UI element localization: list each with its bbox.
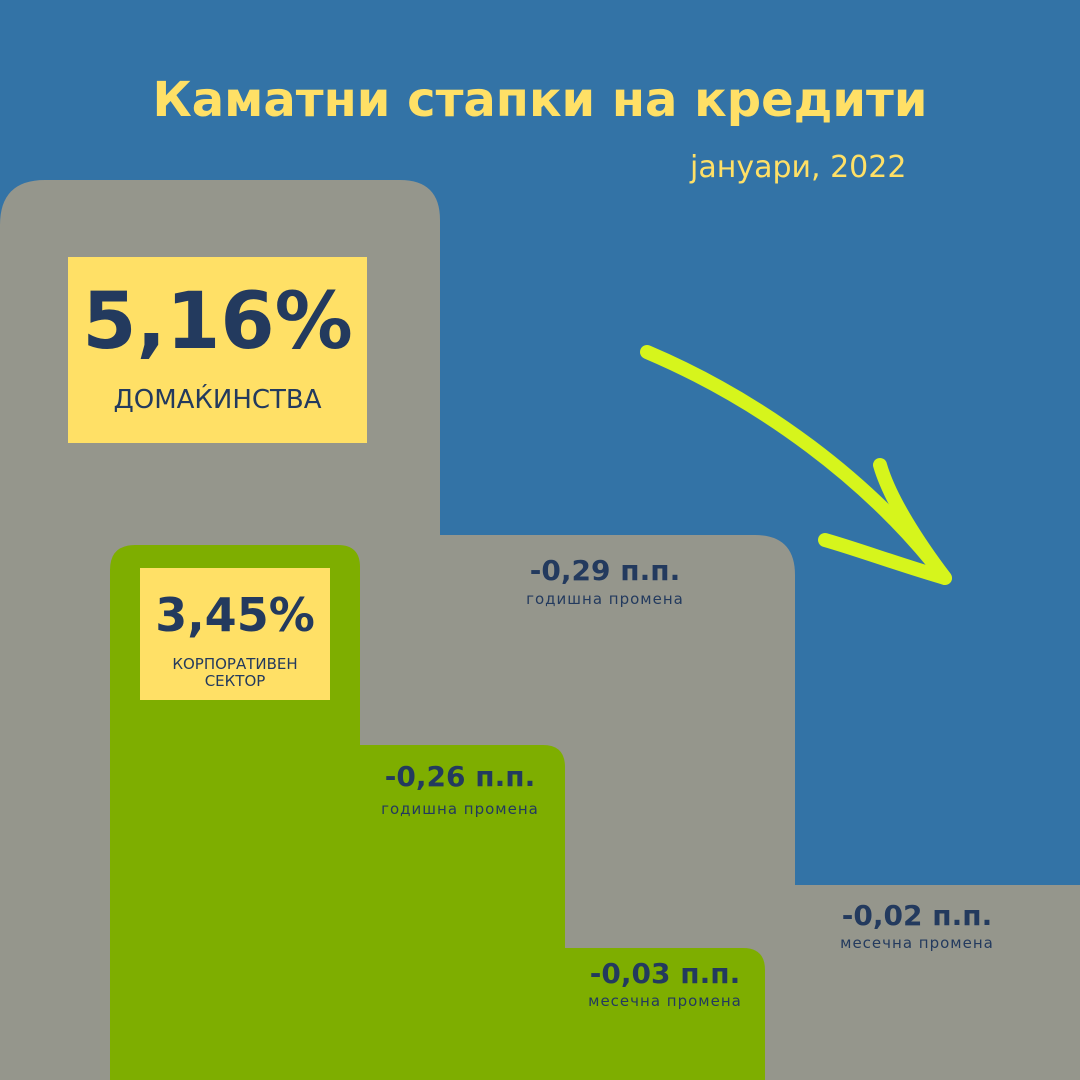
corporate-monthly-value: -0,03 п.п. xyxy=(589,957,741,990)
corporate-label: КОРПОРАТИВЕН СЕКТОР xyxy=(172,655,298,690)
households-box: 5,16% ДОМАЌИНСТВА xyxy=(68,257,367,443)
corporate-monthly-label: месечна промена xyxy=(588,992,742,1010)
subtitle: јануари, 2022 xyxy=(690,150,907,185)
arrow xyxy=(640,345,952,585)
households-monthly-value: -0,02 п.п. xyxy=(841,899,993,932)
corporate-rate: 3,45% xyxy=(155,588,315,642)
households-rate: 5,16% xyxy=(82,277,353,367)
households-monthly-label: месечна промена xyxy=(840,934,994,952)
households-label: ДОМАЌИНСТВА xyxy=(113,385,322,415)
households-annual-value: -0,29 п.п. xyxy=(529,554,681,587)
title: Каматни стапки на кредити xyxy=(152,72,928,128)
corporate-box: 3,45% КОРПОРАТИВЕН СЕКТОР xyxy=(140,568,330,700)
households-annual-label: годишна промена xyxy=(526,590,684,608)
corporate-annual-label: годишна промена xyxy=(381,800,539,818)
corporate-annual-value: -0,26 п.п. xyxy=(384,760,536,793)
